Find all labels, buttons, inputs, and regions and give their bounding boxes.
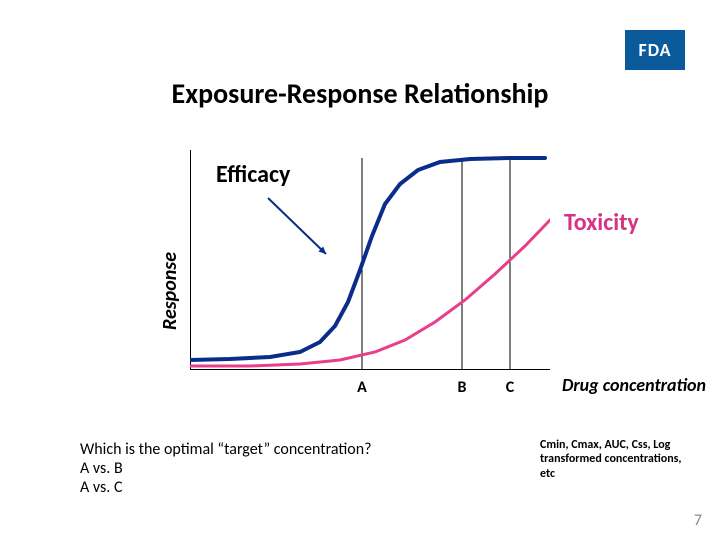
x-axis-label: Drug concentration (562, 374, 706, 396)
footnote-line: transformed concentrations, (540, 452, 700, 466)
footnote-line: etc (540, 467, 700, 481)
slide-title: Exposure-Response Relationship (0, 76, 720, 111)
page-number: 7 (694, 511, 702, 530)
question-line: A vs. C (80, 478, 372, 497)
x-tick-A: A (352, 378, 372, 397)
question-text: Which is the optimal “target” concentrat… (80, 440, 372, 497)
footnote-text: Cmin, Cmax, AUC, Css, Logtransformed con… (540, 438, 700, 481)
fda-logo: FDA (625, 30, 685, 70)
x-tick-C: C (500, 378, 520, 397)
y-axis-label: Response (158, 252, 182, 330)
question-line: Which is the optimal “target” concentrat… (80, 440, 372, 459)
efficacy-label: Efficacy (216, 160, 290, 189)
footnote-line: Cmin, Cmax, AUC, Css, Log (540, 438, 700, 452)
question-line: A vs. B (80, 459, 372, 478)
x-tick-B: B (452, 378, 472, 397)
toxicity-label: Toxicity (564, 208, 639, 237)
